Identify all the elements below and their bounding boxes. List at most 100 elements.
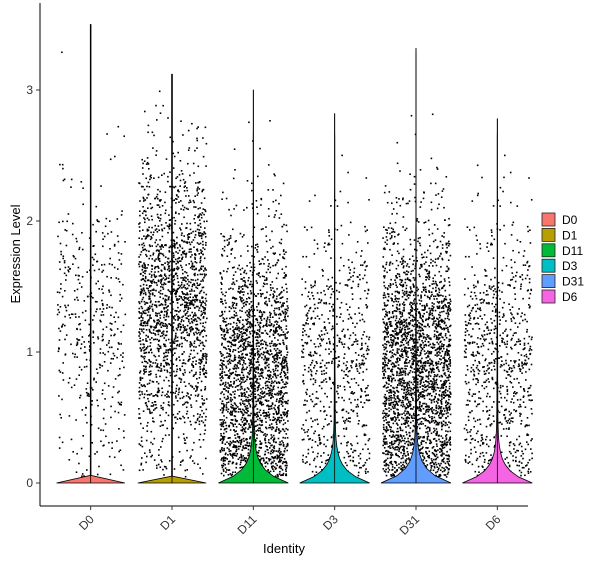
jitter-point — [84, 414, 87, 416]
jitter-point — [166, 371, 169, 373]
jitter-point — [143, 370, 145, 372]
jitter-point — [167, 281, 170, 283]
jitter-point — [63, 260, 66, 262]
jitter-point — [324, 242, 326, 244]
jitter-point — [193, 218, 195, 220]
jitter-point — [186, 310, 189, 313]
jitter-point — [284, 437, 286, 439]
jitter-point — [241, 387, 243, 390]
jitter-point — [304, 462, 307, 464]
jitter-point — [143, 197, 145, 200]
jitter-point — [199, 232, 202, 234]
jitter-point — [278, 401, 280, 404]
jitter-point — [314, 307, 316, 310]
jitter-point — [163, 369, 166, 371]
jitter-point — [140, 355, 143, 357]
jitter-point — [204, 355, 206, 357]
jitter-point — [286, 415, 288, 418]
jitter-point — [146, 217, 149, 220]
jitter-point — [236, 324, 238, 327]
jitter-point — [250, 322, 252, 325]
jitter-point — [224, 295, 226, 297]
jitter-point — [98, 268, 100, 271]
jitter-point — [254, 414, 256, 416]
jitter-point — [302, 380, 304, 383]
jitter-point — [241, 428, 244, 431]
jitter-point — [162, 104, 164, 107]
jitter-point — [97, 336, 99, 338]
jitter-point — [140, 292, 142, 295]
jitter-point — [186, 469, 188, 471]
jitter-point — [357, 423, 360, 425]
jitter-point — [277, 456, 279, 458]
jitter-point — [348, 272, 351, 274]
jitter-point — [141, 391, 143, 393]
jitter-point — [225, 427, 228, 430]
jitter-point — [312, 451, 314, 453]
jitter-point — [78, 275, 80, 277]
jitter-point — [241, 369, 243, 371]
jitter-point — [238, 285, 240, 288]
jitter-point — [169, 342, 172, 344]
jitter-point — [57, 350, 60, 353]
jitter-point — [151, 380, 154, 383]
jitter-point — [275, 441, 277, 444]
jitter-point — [237, 267, 239, 270]
jitter-point — [273, 445, 276, 447]
jitter-point — [258, 328, 261, 331]
jitter-point — [147, 336, 149, 338]
jitter-point — [198, 358, 201, 361]
jitter-point — [319, 301, 322, 304]
jitter-point — [351, 293, 354, 295]
jitter-point — [58, 261, 61, 263]
jitter-point — [306, 319, 308, 321]
jitter-point — [256, 386, 259, 389]
jitter-point — [344, 462, 347, 464]
jitter-point — [287, 315, 289, 318]
jitter-point — [307, 317, 309, 319]
jitter-point — [364, 434, 367, 436]
jitter-point — [205, 244, 207, 246]
jitter-point — [345, 427, 348, 429]
jitter-point — [363, 424, 366, 427]
jitter-point — [123, 436, 125, 439]
jitter-point — [347, 346, 350, 349]
jitter-point — [276, 288, 278, 290]
jitter-point — [309, 378, 312, 381]
jitter-point — [173, 283, 175, 286]
jitter-point — [237, 411, 240, 413]
jitter-point — [281, 286, 283, 289]
jitter-point — [284, 422, 287, 424]
jitter-point — [285, 381, 288, 384]
jitter-point — [265, 359, 268, 361]
jitter-point — [259, 355, 261, 357]
jitter-point — [339, 316, 341, 318]
jitter-point — [194, 236, 196, 239]
jitter-point — [280, 334, 282, 336]
jitter-point — [246, 400, 248, 402]
jitter-point — [101, 335, 104, 338]
jitter-point — [184, 306, 186, 309]
jitter-point — [202, 344, 205, 346]
jitter-point — [194, 149, 196, 152]
jitter-point — [244, 460, 247, 463]
jitter-point — [367, 394, 369, 396]
jitter-point — [256, 339, 259, 342]
jitter-point — [260, 403, 262, 405]
jitter-point — [166, 306, 169, 308]
jitter-point — [225, 348, 228, 350]
jitter-point — [189, 293, 192, 295]
jitter-point — [230, 248, 233, 251]
jitter-point — [150, 317, 152, 319]
jitter-point — [233, 444, 235, 446]
jitter-point — [142, 185, 144, 188]
jitter-point — [272, 396, 274, 398]
jitter-point — [200, 237, 203, 240]
jitter-point — [228, 425, 230, 428]
jitter-point — [142, 310, 144, 313]
jitter-point — [202, 348, 205, 350]
jitter-point — [174, 392, 176, 394]
jitter-point — [197, 393, 200, 396]
jitter-point — [100, 429, 102, 431]
jitter-point — [237, 406, 239, 408]
